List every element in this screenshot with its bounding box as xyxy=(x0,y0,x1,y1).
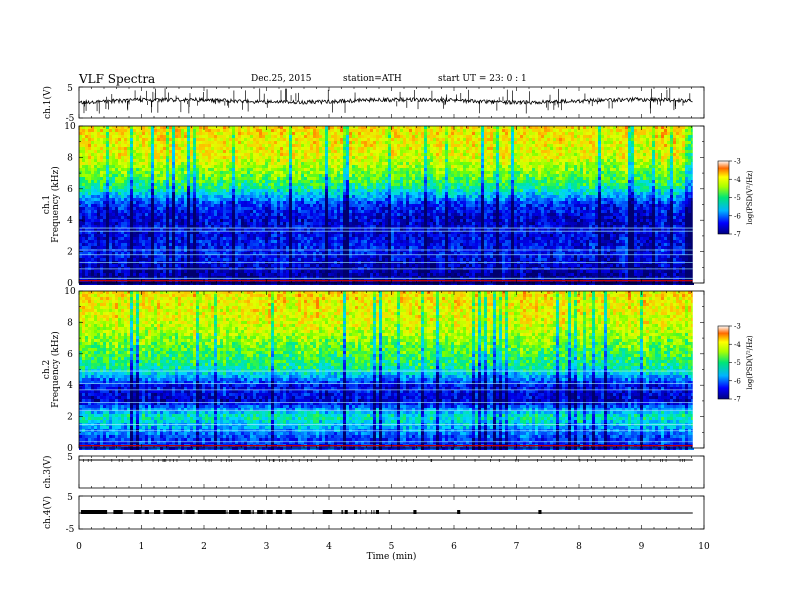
ch4-pulse-block xyxy=(457,510,461,514)
ch1-spec-y-tick-label: 10 xyxy=(64,122,76,132)
ch4-pulse-block xyxy=(354,510,358,514)
ch1-spec-y-tick-label: 8 xyxy=(67,153,73,163)
ch1-spec-colorbar-tick-label: -3 xyxy=(734,158,741,166)
x-tick-label: 1 xyxy=(139,542,145,552)
ch1-spec-y-tick-label: 6 xyxy=(67,185,73,195)
ch4-pulse-block xyxy=(538,510,542,514)
x-tick-label: 10 xyxy=(698,542,710,552)
ch1-wave-y-tick-label: -5 xyxy=(66,114,75,124)
ch2-spec-colorbar-tick-label: -7 xyxy=(734,396,741,404)
ch1-spec-colorbar-tick-label: -7 xyxy=(734,231,741,239)
ch4-pulse-block xyxy=(144,510,149,514)
x-tick-label: 6 xyxy=(451,542,457,552)
ch2-spec-colorbar-label: log(PSD(V²/Hz) xyxy=(746,335,754,390)
x-axis-label: Time (min) xyxy=(367,551,417,562)
ch2-spec-y-tick-label: 10 xyxy=(64,287,76,297)
ch2-spec-y-tick-label: 4 xyxy=(67,381,73,391)
figure-title: VLF Spectra xyxy=(79,72,155,86)
ch4-pulse-block xyxy=(135,510,142,514)
ch2-spec-channel-label: ch.2 xyxy=(42,360,52,379)
ch1-spec-colorbar-label: log(PSD(V²/Hz) xyxy=(746,170,754,225)
ch3-wave-y-tick-label: 5 xyxy=(67,453,73,463)
ch1-spec-colorbar-tick-label: -5 xyxy=(734,194,741,202)
ch1-waveform-trace xyxy=(78,96,693,106)
ch1-spec-blank-area xyxy=(692,126,704,283)
frame-layer xyxy=(78,86,732,530)
ch1-spec-colorbar xyxy=(717,160,730,235)
ch4-pulse-block xyxy=(163,510,183,514)
ch1-wave-frame xyxy=(78,86,705,119)
ch2-spec-blank-area xyxy=(692,291,704,448)
ch4-pulse-block xyxy=(80,510,108,514)
ch2-spec-colorbar-tick-label: -4 xyxy=(734,341,741,349)
ch4-pulse-block xyxy=(154,510,161,514)
ch1-spec-colorbar-tick-label: -6 xyxy=(734,212,741,220)
ch2-spec-colorbar xyxy=(717,325,730,400)
ch4-pulse-block xyxy=(266,510,273,514)
ch2-spec-y-tick-label: 6 xyxy=(67,350,73,360)
ch4-pulse-block xyxy=(185,510,195,514)
ch1-spec-colorbar-tick-label: -4 xyxy=(734,176,741,184)
ch2-spec-y-axis-label: Frequency (kHz) xyxy=(50,331,61,408)
start-time-label: start UT = 23: 0 : 1 xyxy=(438,74,527,84)
ch4-pulse-block xyxy=(375,510,379,514)
ch4-wave-y-tick-label: 5 xyxy=(67,493,73,503)
ch4-pulse-block xyxy=(322,510,333,514)
ch2-spec-y-tick-label: 0 xyxy=(67,444,73,454)
ch1-wave-y-tick-label: 5 xyxy=(67,84,73,94)
ch2-spec-colorbar-tick-label: -5 xyxy=(734,359,741,367)
x-tick-label: 3 xyxy=(264,542,270,552)
ch4-pulse-block xyxy=(241,510,251,514)
ch4-wave-y-axis-label: ch.4(V) xyxy=(42,496,53,529)
waveform-layer xyxy=(78,88,693,514)
ch1-spec-heatmap xyxy=(79,126,694,285)
ch4-pulse-block xyxy=(197,510,226,514)
x-tick-label: 8 xyxy=(576,542,582,552)
ch3-wave-y-axis-label: ch.3(V) xyxy=(42,456,53,489)
ch1-spec-y-tick-label: 2 xyxy=(67,248,73,258)
date-label: Dec.25, 2015 xyxy=(251,74,312,84)
x-tick-label: 9 xyxy=(639,542,645,552)
station-label: station=ATH xyxy=(343,74,402,84)
ch1-spec-y-tick-label: 0 xyxy=(67,279,73,289)
ch1-wave-y-axis-label: ch.1(V) xyxy=(42,86,53,119)
ch4-pulse-block xyxy=(285,510,292,514)
ch2-spec-colorbar-tick-label: -6 xyxy=(734,377,741,385)
ch2-spec-colorbar-tick-label: -3 xyxy=(734,323,741,331)
ch2-spec-y-tick-label: 2 xyxy=(67,413,73,423)
ch1-spec-y-axis-label: Frequency (kHz) xyxy=(50,166,61,243)
ch4-pulse-block xyxy=(275,510,283,514)
ch4-pulse-block xyxy=(413,510,417,514)
x-tick-label: 5 xyxy=(389,542,395,552)
ch2-spec-heatmap xyxy=(79,291,694,450)
ch4-pulse-block xyxy=(229,510,239,514)
ch4-pulse-block xyxy=(344,510,348,514)
ch4-wave-y-tick-label: -5 xyxy=(66,525,75,535)
x-tick-label: 4 xyxy=(326,542,332,552)
ch1-spec-y-tick-label: 4 xyxy=(67,216,73,226)
spectrogram-layer xyxy=(79,126,704,450)
x-tick-label: 7 xyxy=(514,542,520,552)
ch2-spec-y-tick-label: 8 xyxy=(67,318,73,328)
x-tick-label: 2 xyxy=(201,542,207,552)
x-tick-label: 0 xyxy=(76,542,82,552)
ch3-wave-frame xyxy=(78,455,705,489)
ch4-pulse-block xyxy=(113,510,123,514)
ch4-pulse-block xyxy=(257,510,264,514)
ch1-spec-channel-label: ch.1 xyxy=(42,195,52,214)
